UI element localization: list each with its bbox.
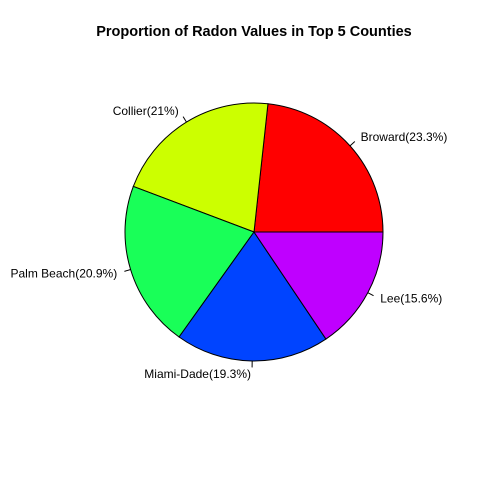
pie-slices (125, 103, 383, 361)
slice-label-collier: Collier(21%) (113, 104, 179, 118)
label-tick-broward (350, 142, 355, 146)
pie-slice-broward (254, 104, 383, 232)
label-tick-lee (368, 293, 374, 296)
slice-label-broward: Broward(23.3%) (361, 130, 448, 144)
label-tick-collier (183, 117, 186, 123)
slice-label-miami-dade: Miami-Dade(19.3%) (144, 367, 251, 381)
chart-title: Proportion of Radon Values in Top 5 Coun… (96, 24, 412, 40)
slice-label-lee: Lee(15.6%) (380, 292, 442, 306)
slice-label-palm-beach: Palm Beach(20.9%) (11, 266, 118, 280)
label-tick-palm-beach (124, 270, 130, 272)
